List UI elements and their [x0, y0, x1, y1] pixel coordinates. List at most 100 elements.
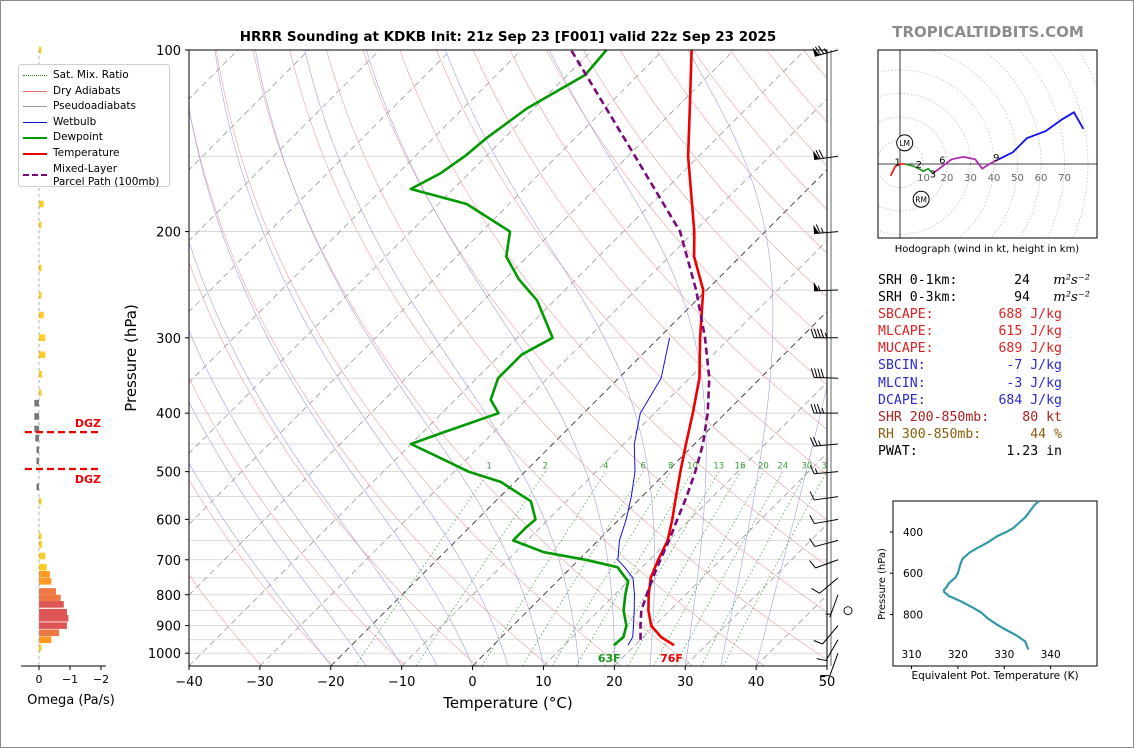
stat-value: 689 J/kg [998, 341, 1062, 357]
moist-adiabat [445, 50, 655, 666]
barb-staff [825, 639, 839, 661]
surface-temp-label: 76F [660, 652, 683, 665]
stat-value: 684 J/kg [998, 392, 1062, 408]
omega-bar [39, 371, 43, 378]
surface-dewpoint-label: 63F [598, 652, 621, 665]
barb-full [813, 328, 818, 338]
legend-swatch [23, 121, 47, 123]
stat-value: 44 % [1030, 426, 1062, 442]
barb-staff [814, 496, 839, 501]
dry-adiabat [189, 479, 334, 666]
y-tick-label: 700 [156, 554, 181, 569]
barb-full [820, 328, 825, 338]
mixing-ratio-line [551, 471, 671, 666]
stat-row: MLCIN: -3 J/kg [878, 375, 1078, 392]
dry-adiabat [189, 377, 406, 666]
moist-adiabat [214, 50, 509, 666]
moist-adiabat [255, 50, 544, 666]
legend-swatch [23, 75, 47, 76]
omega-bar [39, 571, 50, 578]
stat-label: MLCIN: [878, 375, 926, 391]
legend-label: Sat. Mix. Ratio [53, 69, 129, 81]
stat-row: SHR 200-850mb: 80 kt [878, 409, 1078, 426]
barb-staff [813, 376, 839, 379]
barb-full [815, 224, 821, 234]
isotherm-line [259, 98, 827, 666]
omega-bar [34, 425, 39, 433]
y-tick-label: 1000 [148, 647, 181, 662]
barb-full [814, 368, 818, 378]
barb-staff [814, 471, 839, 475]
mixing-ratio-line [575, 471, 693, 666]
wind-barb [809, 514, 839, 525]
legend-label: Dry Adiabats [53, 84, 121, 97]
omega-tick-label: 0 [36, 673, 43, 686]
barb-half [821, 408, 825, 414]
omega-bar [39, 608, 67, 616]
isotherm-line [189, 50, 380, 242]
thetae-x-axis-label: Equivalent Pot. Temperature (K) [911, 670, 1078, 682]
watermark: TROPICALTIDBITS.COM [892, 23, 1084, 41]
x-tick-label: −20 [317, 675, 344, 690]
wind-barb [809, 538, 839, 548]
legend-item: Dewpoint [19, 130, 169, 146]
isotherm-line [189, 50, 451, 313]
y-tick-label: 500 [156, 466, 181, 481]
calm-wind-marker [843, 606, 853, 616]
theta-e-panel: 310 320 330 340 400 600 800 Equivalent Pot. Tem… [877, 500, 1098, 682]
stat-row: SRH 0-1km: m²s⁻² 24 [878, 272, 1090, 289]
wind-barb [816, 639, 839, 662]
wind-barb [813, 224, 839, 235]
legend-item: Mixed-Layer Parcel Path (100mb) [19, 161, 169, 191]
hodo-caption: Hodograph (wind in kt, height in km) [895, 244, 1080, 255]
stat-value: 688 J/kg [998, 307, 1062, 323]
hodo-segment [932, 155, 1000, 175]
mixing-ratio-line [355, 471, 490, 666]
skewt-frame [188, 49, 828, 667]
wind-barb [810, 404, 838, 414]
thetae-y-tick-label: 400 [903, 527, 923, 539]
legend-item: Pseudoadiabats [19, 99, 169, 115]
moist-adiabat [366, 50, 615, 666]
series-dewpoint [409, 50, 630, 647]
thetae-y-tick-label: 800 [903, 609, 923, 621]
y-tick-label: 100 [156, 44, 181, 59]
stat-label: SHR 200-850mb: [878, 409, 990, 425]
hodo-ring-label: 20 [941, 173, 954, 184]
mixing-ratio-label: 4 [603, 462, 608, 472]
moist-adiabat [189, 401, 367, 666]
omega-bar [39, 644, 42, 652]
barb-full [809, 491, 815, 501]
hodo-ring-label: 70 [1058, 173, 1071, 184]
storm-motion-marker [896, 134, 914, 152]
hodograph-panel: 10 20 30 40 50 60 70 1 236 9 LM RM Hodograph (wind i… [877, 49, 1098, 255]
isotherm-line [189, 50, 664, 525]
dry-adiabat [546, 50, 827, 386]
omega-bar [39, 264, 42, 272]
isotherm-line [189, 50, 806, 666]
mixing-ratio-line [627, 471, 741, 666]
thetae-frame [892, 500, 1098, 667]
dry-adiabat [189, 261, 478, 666]
stat-row: PWAT: 1.23 in [878, 443, 1078, 460]
wind-barb [825, 594, 839, 618]
x-tick-label: 10 [535, 675, 552, 690]
omega-bar [39, 200, 44, 208]
omega-bar [39, 389, 42, 397]
barb-full [813, 436, 818, 447]
legend-item: Temperature [19, 146, 169, 162]
mixing-ratio-label: 36 [821, 462, 832, 472]
hodo-height-label: 1 [894, 158, 900, 169]
skewt-plot-area: 1 2 4 6 8 10 13 16 20 24 30 36 [189, 50, 832, 666]
stat-label: PWAT: [878, 443, 918, 459]
barb-full [815, 150, 821, 159]
barb-full [809, 514, 815, 524]
wind-barb [812, 149, 839, 161]
barb-full [813, 640, 823, 645]
omega-bar [36, 446, 39, 454]
hodo-segment [998, 111, 1085, 161]
barb-full [811, 587, 820, 594]
x-tick-label: −10 [388, 675, 415, 690]
stats-table: SRH 0-1km: m²s⁻² 24 SRH 0-3km: m²s⁻² 94 SBCAPE… [878, 272, 1090, 460]
